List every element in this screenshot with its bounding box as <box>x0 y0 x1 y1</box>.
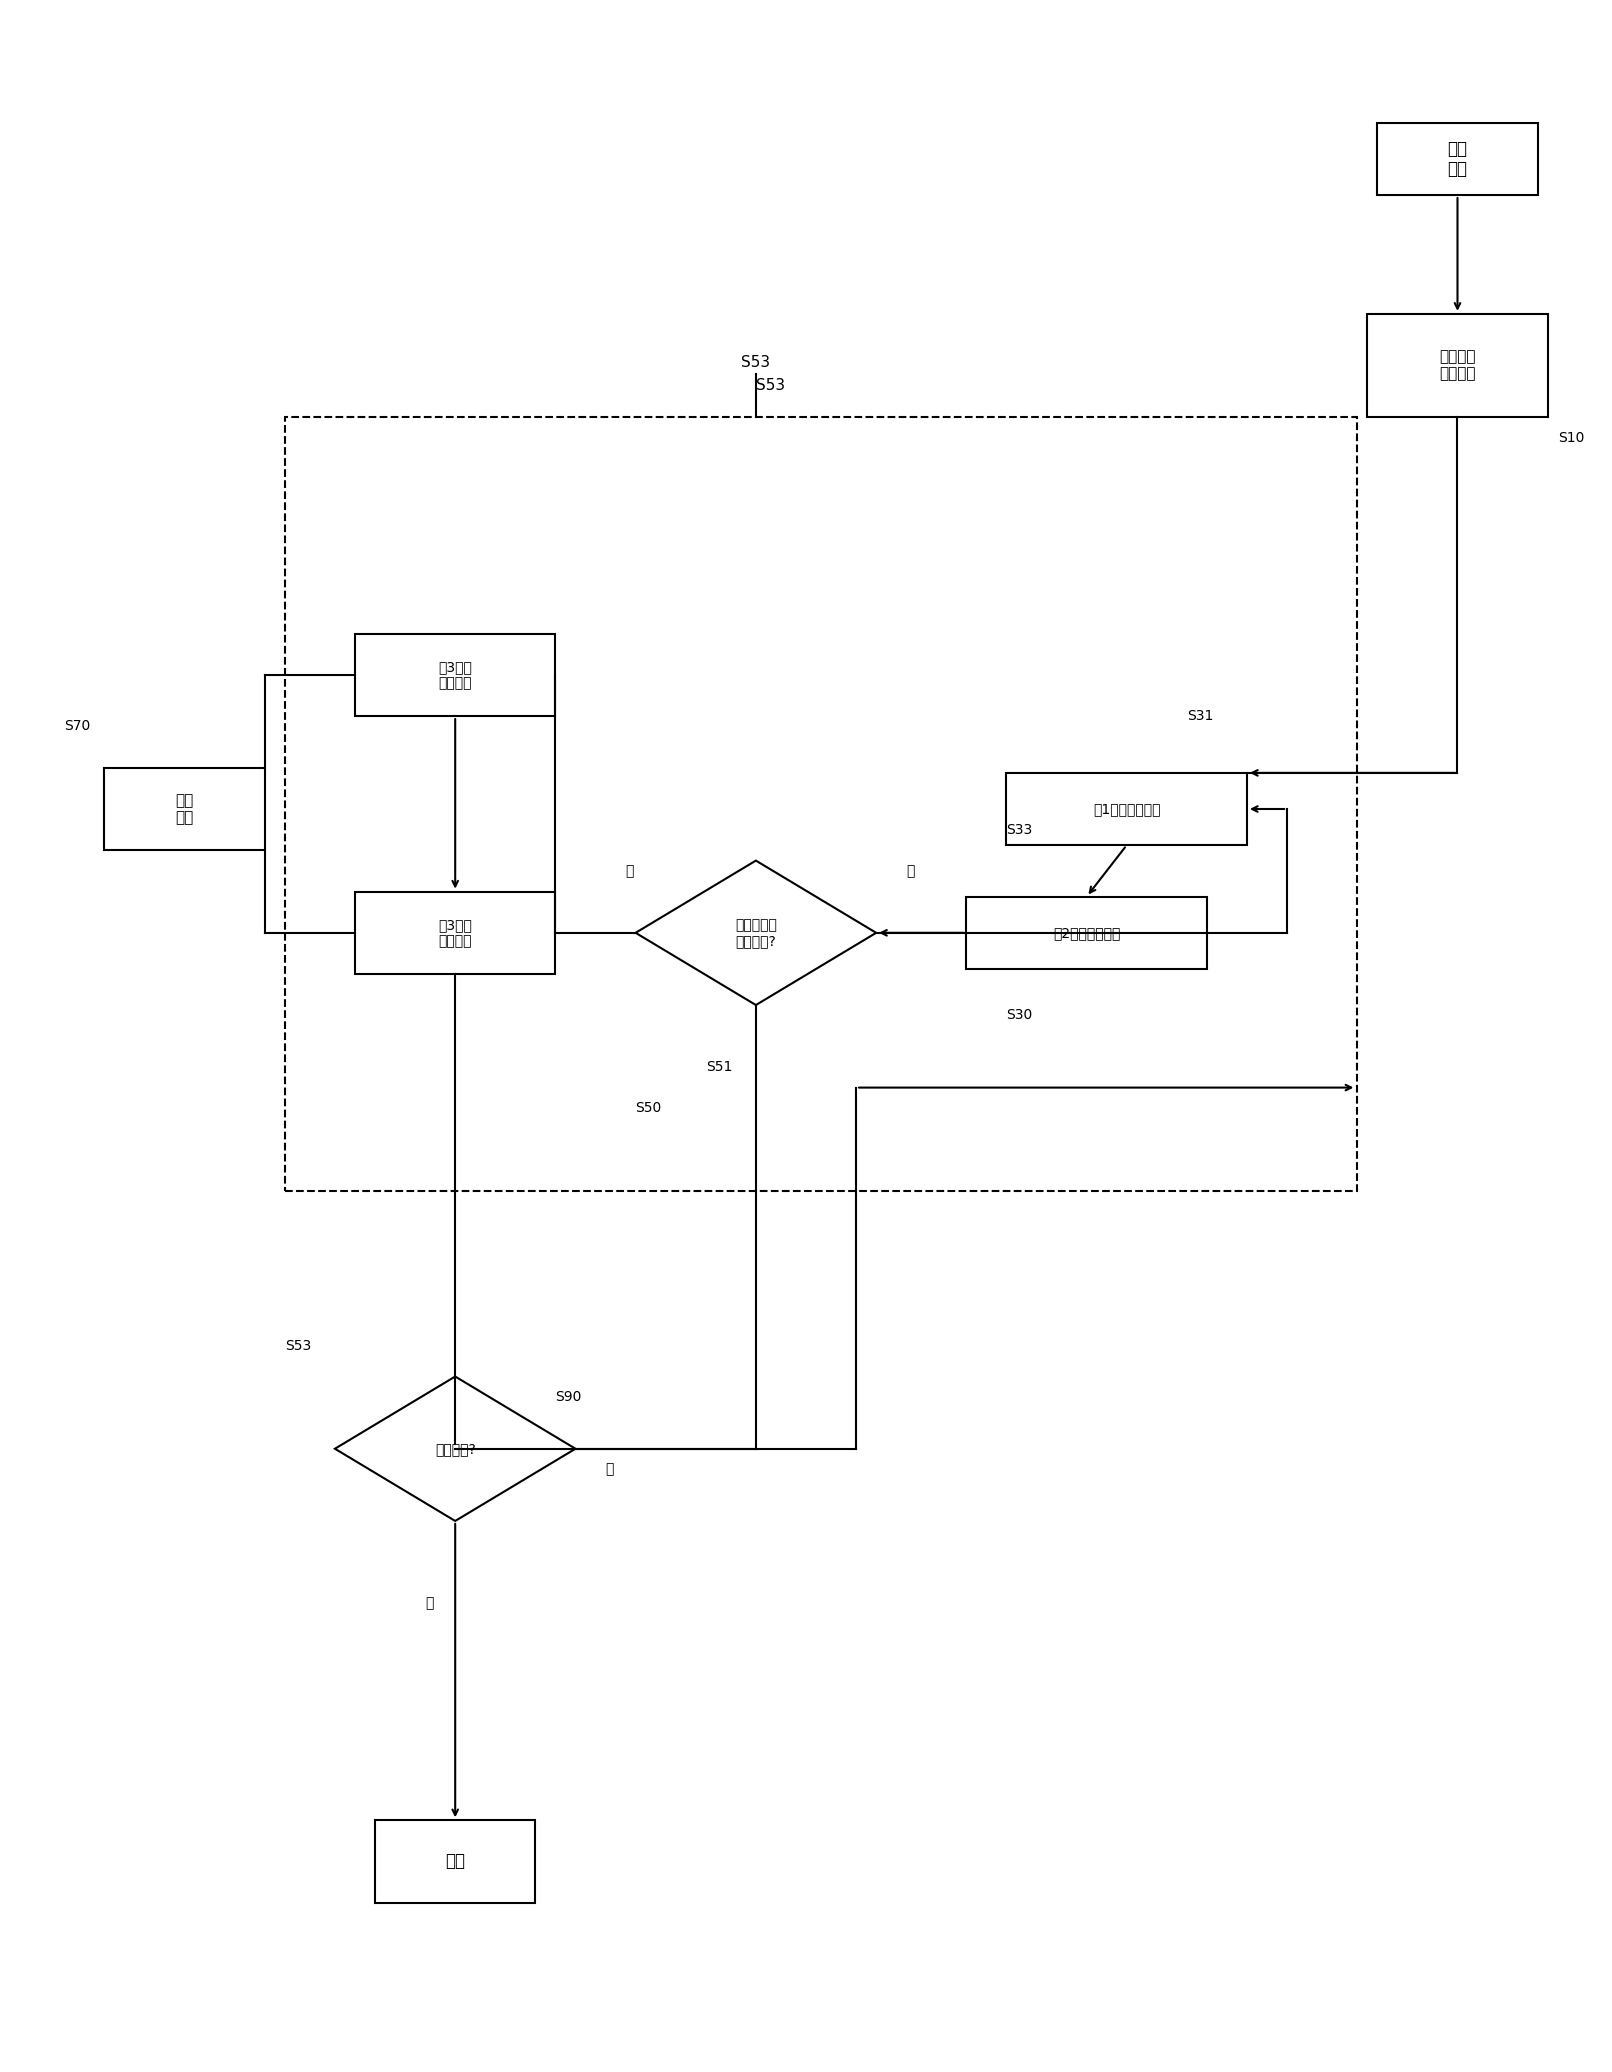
Text: S70: S70 <box>64 719 90 733</box>
Text: 第3冷气
循环打开: 第3冷气 循环打开 <box>438 918 472 947</box>
Text: S53: S53 <box>742 356 771 371</box>
Bar <box>355 891 556 974</box>
Bar <box>105 769 264 850</box>
Text: S51: S51 <box>706 1061 732 1073</box>
Text: 第2冷气循环打开: 第2冷气循环打开 <box>1053 926 1120 941</box>
Text: 除霜
结束: 除霜 结束 <box>176 794 193 825</box>
Text: S50: S50 <box>635 1100 663 1115</box>
Text: S53: S53 <box>756 379 785 394</box>
Bar <box>1377 122 1538 195</box>
Text: 否: 否 <box>625 864 634 879</box>
Polygon shape <box>335 1376 575 1521</box>
Text: S33: S33 <box>1006 823 1033 837</box>
Bar <box>285 416 1357 1191</box>
Text: 检测除霜
启动条件: 检测除霜 启动条件 <box>1440 348 1475 381</box>
Text: 否: 否 <box>426 1598 434 1610</box>
Bar <box>966 897 1207 970</box>
Bar <box>1006 773 1248 845</box>
Text: 第3冷气
循环关闭: 第3冷气 循环关闭 <box>438 659 472 690</box>
Bar <box>376 1819 535 1902</box>
Bar <box>355 634 556 717</box>
Text: S10: S10 <box>1557 431 1585 445</box>
Text: S31: S31 <box>1186 709 1214 723</box>
Polygon shape <box>635 860 877 1005</box>
Text: 除霜结束?: 除霜结束? <box>435 1442 476 1457</box>
Text: 是: 是 <box>906 864 914 879</box>
Text: 分离器温度
检测达标?: 分离器温度 检测达标? <box>735 918 777 947</box>
Text: S30: S30 <box>1006 1009 1033 1021</box>
Text: 则: 则 <box>606 1463 614 1477</box>
Text: S90: S90 <box>556 1390 582 1405</box>
Text: 结束: 结束 <box>445 1852 466 1871</box>
Text: 除霜
开始: 除霜 开始 <box>1448 139 1467 178</box>
Text: 第1冷气循环关闭: 第1冷气循环关闭 <box>1093 802 1161 816</box>
Bar <box>1367 313 1548 416</box>
Text: S53: S53 <box>285 1339 311 1353</box>
